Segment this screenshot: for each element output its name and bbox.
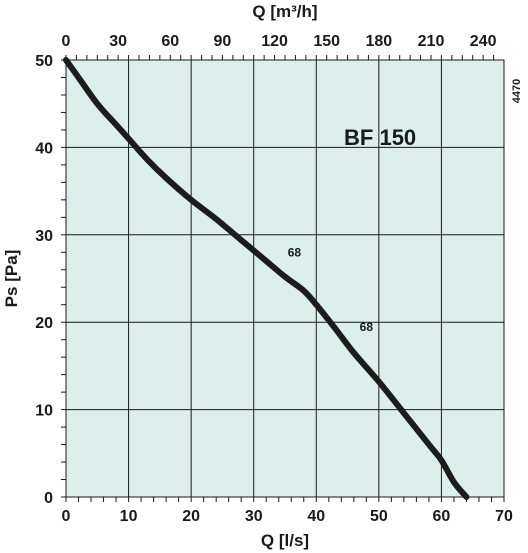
- fan-curve-line: [63, 57, 470, 500]
- x-tick-label: 60: [433, 508, 451, 525]
- x-axis-title: Q [l/s]: [261, 531, 309, 550]
- top-tick-label: 210: [418, 33, 445, 50]
- top-tick-label: 120: [261, 33, 288, 50]
- x-tick-label: 40: [307, 508, 325, 525]
- curve-annotation: 68: [360, 320, 374, 334]
- y-tick-label: 50: [35, 53, 53, 70]
- y-axis-title: Ps [Pa]: [2, 250, 21, 308]
- plot-frame: [65, 59, 505, 498]
- x-tick-label: 10: [120, 508, 138, 525]
- y-tick-label: 20: [35, 315, 53, 332]
- y-tick-label: 10: [35, 403, 53, 420]
- y-tick-label: 30: [35, 228, 53, 245]
- x-tick-label: 50: [370, 508, 388, 525]
- x-tick-label: 20: [182, 508, 200, 525]
- top-tick-label: 150: [313, 33, 340, 50]
- x-tick-label: 30: [245, 508, 263, 525]
- side-code: 4470: [511, 79, 523, 103]
- x-tick-label: 70: [495, 508, 513, 525]
- top-tick-label: 60: [161, 33, 179, 50]
- gridlines: [66, 60, 504, 497]
- top-tick-label: 180: [366, 33, 393, 50]
- y-tick-label: 0: [44, 490, 53, 507]
- top-axis-title: Q [m³/h]: [252, 2, 317, 21]
- series-label: BF 150: [344, 125, 416, 150]
- y-tick-label: 40: [35, 140, 53, 157]
- minor-ticks: [61, 55, 505, 502]
- top-tick-label: 240: [470, 33, 497, 50]
- top-tick-label: 0: [62, 33, 71, 50]
- top-axis-ticks: 0 30 60 90 120 150 180 210 240: [62, 33, 497, 50]
- y-axis-ticks: 0 10 20 30 40 50: [35, 53, 53, 507]
- curve-annotation: 68: [288, 246, 302, 260]
- top-tick-label: 30: [109, 33, 127, 50]
- x-tick-label: 0: [62, 508, 71, 525]
- annotations: 68 68: [288, 246, 374, 334]
- x-axis-ticks: 0 10 20 30 40 50 60 70: [62, 508, 513, 525]
- top-tick-label: 90: [214, 33, 232, 50]
